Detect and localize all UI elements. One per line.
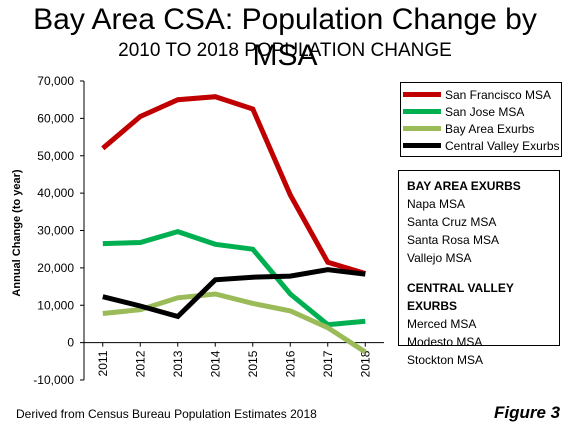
legend-swatch-san-jose [403,109,441,114]
legend-item-san-jose: San Jose MSA [401,103,561,120]
bay-area-item: Napa MSA [407,197,466,211]
source-note: Derived from Census Bureau Population Es… [16,407,317,421]
legend-swatch-central-valley-exurbs [403,143,441,148]
series-line-central-valley-exurbs [102,267,366,320]
legend-item-central-valley-exurbs: Central Valley Exurbs [401,137,561,154]
x-tick-label: 2015 [246,350,260,377]
legend-item-san-francisco: San Francisco MSA [401,86,561,103]
bay-area-exurbs-heading: BAY AREA EXURBS [407,179,521,193]
region-info-box: BAY AREA EXURBS Napa MSA Santa Cruz MSA … [398,170,560,367]
y-tick-label: 20,000 [37,261,74,275]
central-valley-exurbs-heading: CENTRAL VALLEY EXURBS [407,281,514,313]
x-tick-label: 2011 [96,350,110,376]
y-tick-label: -10,000 [33,373,74,387]
legend-swatch-san-francisco [403,92,441,97]
y-axis-label: Annual Change (to year) [11,169,23,296]
x-tick-label: 2016 [283,350,297,377]
series-line-san-francisco-msa [101,94,367,276]
x-tick-label: 2018 [358,350,372,377]
legend-label-san-francisco: San Francisco MSA [445,87,552,102]
bay-area-item: Vallejo MSA [407,251,472,265]
legend-item-bay-area-exurbs: Bay Area Exurbs [401,120,561,137]
chart-title: Bay Area CSA: Population Change by MSA [33,3,537,72]
central-valley-item: Merced MSA [407,317,477,331]
y-tick-label: 0 [67,336,74,350]
x-tick-label: 2014 [208,350,222,377]
chart-legend: San Francisco MSA San Jose MSA Bay Area … [400,82,562,157]
y-tick-label: 30,000 [37,224,74,238]
y-tick-label: 40,000 [37,186,74,200]
central-valley-item: Stockton MSA [407,353,484,367]
legend-label-central-valley-exurbs: Central Valley Exurbs [445,138,560,153]
x-tick-label: 2013 [171,350,185,377]
series-line-san-jose-msa [102,228,366,328]
legend-label-san-jose: San Jose MSA [445,104,525,119]
legend-label-bay-area-exurbs: Bay Area Exurbs [445,121,535,136]
y-tick-label: 70,000 [37,74,74,88]
chart-subtitle: 2010 TO 2018 POPULATION CHANGE [118,40,452,61]
x-tick-label: 2012 [133,350,147,377]
y-tick-label: 60,000 [37,111,74,125]
bay-area-item: Santa Rosa MSA [407,233,500,247]
x-tick-label: 2017 [321,350,335,377]
bay-area-item: Santa Cruz MSA [407,215,497,229]
y-tick-label: 10,000 [37,298,74,312]
legend-swatch-bay-area-exurbs [403,126,441,131]
y-tick-label: 50,000 [37,149,74,163]
figure-label: Figure 3 [494,403,561,422]
central-valley-item: Modesto MSA [407,335,483,349]
